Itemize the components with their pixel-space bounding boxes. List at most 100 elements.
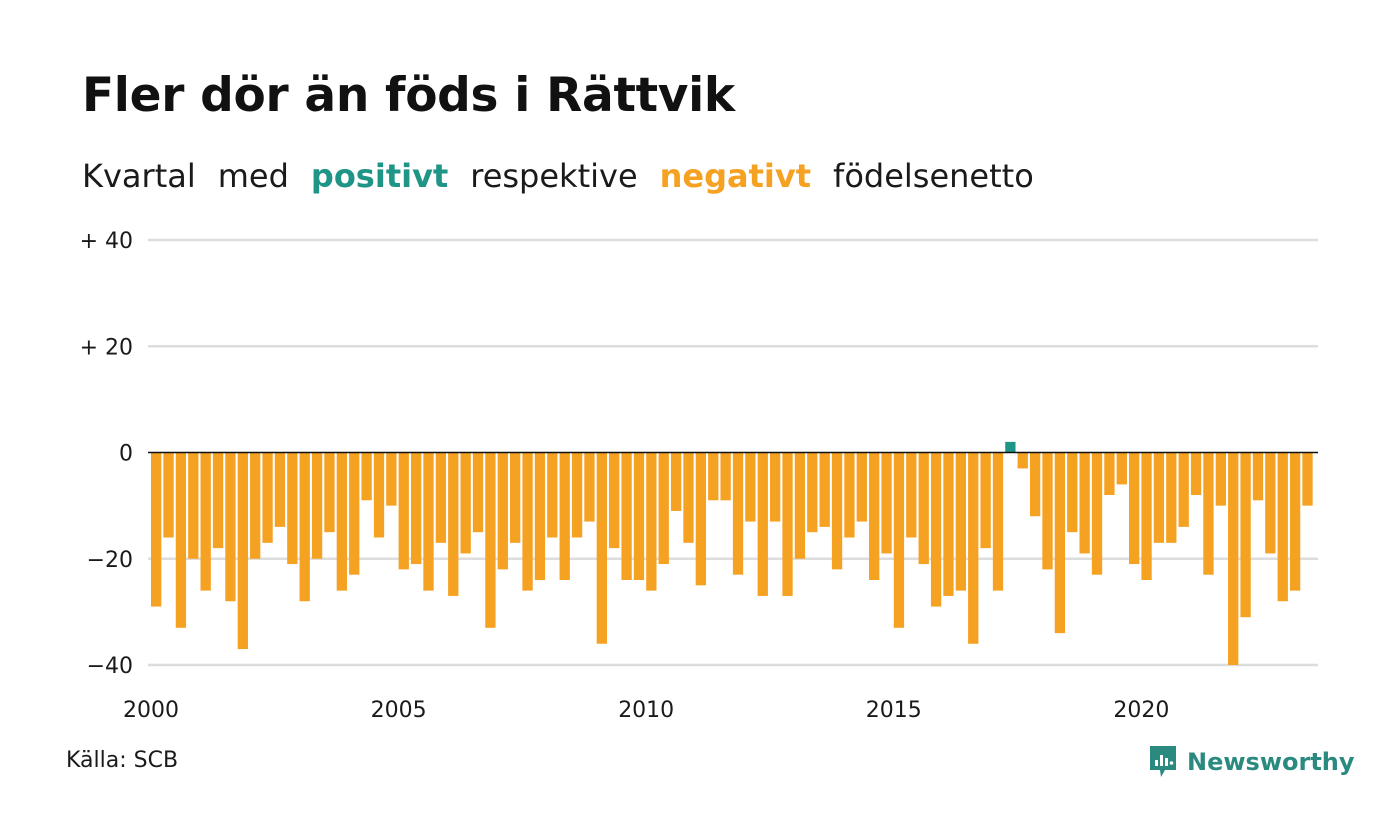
bar	[1017, 452, 1028, 469]
bar	[955, 452, 966, 591]
x-axis-labels: 2000 2005 2010 2015 2020	[123, 698, 1169, 723]
bar	[1178, 452, 1189, 527]
x-tick-label: 2005	[371, 698, 427, 723]
bar	[906, 452, 917, 538]
bar	[1166, 452, 1177, 543]
bar	[1277, 452, 1288, 602]
bar	[212, 452, 224, 549]
bar	[695, 452, 707, 586]
bar	[1091, 452, 1103, 575]
bar	[311, 452, 323, 559]
bar	[881, 452, 892, 554]
bar	[807, 452, 818, 533]
bar	[188, 452, 199, 559]
bar	[1116, 452, 1127, 485]
bar	[534, 452, 546, 580]
bar	[782, 452, 793, 596]
bar	[349, 452, 360, 575]
brand-name: Newsworthy	[1187, 748, 1355, 776]
bar	[410, 452, 422, 565]
bar	[151, 452, 162, 607]
bar	[225, 452, 236, 602]
bar	[274, 452, 286, 527]
bar	[633, 452, 645, 580]
bar	[1005, 441, 1016, 453]
bar	[1079, 452, 1090, 554]
subtitle-respektive: respektive	[470, 157, 638, 195]
bar	[1240, 452, 1251, 618]
y-axis-labels: + 40 + 20 0 −20 −40	[80, 229, 133, 679]
bar	[460, 452, 471, 554]
bar	[819, 452, 830, 527]
chart-title: Fler dör än föds i Rättvik	[82, 68, 735, 123]
bar	[1252, 452, 1264, 501]
subtitle-positive-word: positivt	[310, 157, 449, 195]
bar	[398, 452, 409, 570]
bar	[361, 452, 372, 501]
subtitle-med: med	[217, 157, 289, 195]
bar	[584, 452, 595, 522]
y-tick-label: + 40	[80, 229, 133, 254]
bar	[745, 452, 756, 522]
bar	[844, 452, 855, 538]
brand-logo: Newsworthy	[1148, 744, 1355, 780]
bar	[1302, 452, 1313, 506]
bar	[299, 452, 310, 602]
bar	[893, 452, 905, 628]
x-tick-label: 2010	[618, 698, 674, 723]
bar	[992, 452, 1004, 591]
bar	[1054, 452, 1066, 634]
bar	[856, 452, 867, 522]
newsworthy-logo-icon	[1150, 746, 1176, 777]
bar	[670, 452, 682, 511]
bar	[373, 452, 385, 538]
bar	[262, 452, 273, 543]
bar	[918, 452, 929, 565]
bar	[770, 452, 781, 522]
subtitle-fodelsenetto: födelsenetto	[833, 157, 1034, 195]
bar	[559, 452, 570, 580]
bar	[1289, 452, 1301, 591]
bar	[571, 452, 583, 538]
bar	[596, 452, 607, 644]
bar	[646, 452, 657, 591]
bar	[1104, 452, 1115, 495]
bar	[1203, 452, 1214, 575]
bars	[151, 441, 1313, 665]
subtitle-negative-word: negativt	[659, 157, 812, 195]
bar	[831, 452, 843, 570]
bar	[386, 452, 397, 506]
chart-subtitle: Kvartal med positivt respektive negativt föde…	[82, 157, 1056, 195]
bar	[708, 452, 719, 501]
bar	[485, 452, 496, 628]
bar	[250, 452, 261, 559]
bar	[1042, 452, 1053, 570]
bar	[1228, 452, 1239, 665]
bar	[1129, 452, 1140, 565]
bar	[1141, 452, 1152, 580]
bar	[930, 452, 942, 607]
bar	[621, 452, 632, 580]
bar	[1265, 452, 1276, 554]
bar	[472, 452, 484, 533]
bar	[237, 452, 248, 650]
bar	[175, 452, 187, 628]
x-tick-label: 2020	[1113, 698, 1169, 723]
bar	[1153, 452, 1165, 543]
bar	[287, 452, 298, 565]
bar	[968, 452, 979, 644]
bar	[522, 452, 533, 591]
bar	[336, 452, 347, 591]
y-tick-label: −40	[87, 654, 133, 679]
x-tick-label: 2000	[123, 698, 179, 723]
bar	[1190, 452, 1202, 495]
bar	[732, 452, 744, 575]
bar	[448, 452, 459, 596]
y-tick-label: 0	[119, 442, 133, 467]
subtitle-kvartal: Kvartal	[82, 157, 196, 195]
bar	[683, 452, 694, 543]
bar	[757, 452, 768, 596]
bar	[423, 452, 434, 591]
y-tick-label: + 20	[80, 335, 133, 360]
